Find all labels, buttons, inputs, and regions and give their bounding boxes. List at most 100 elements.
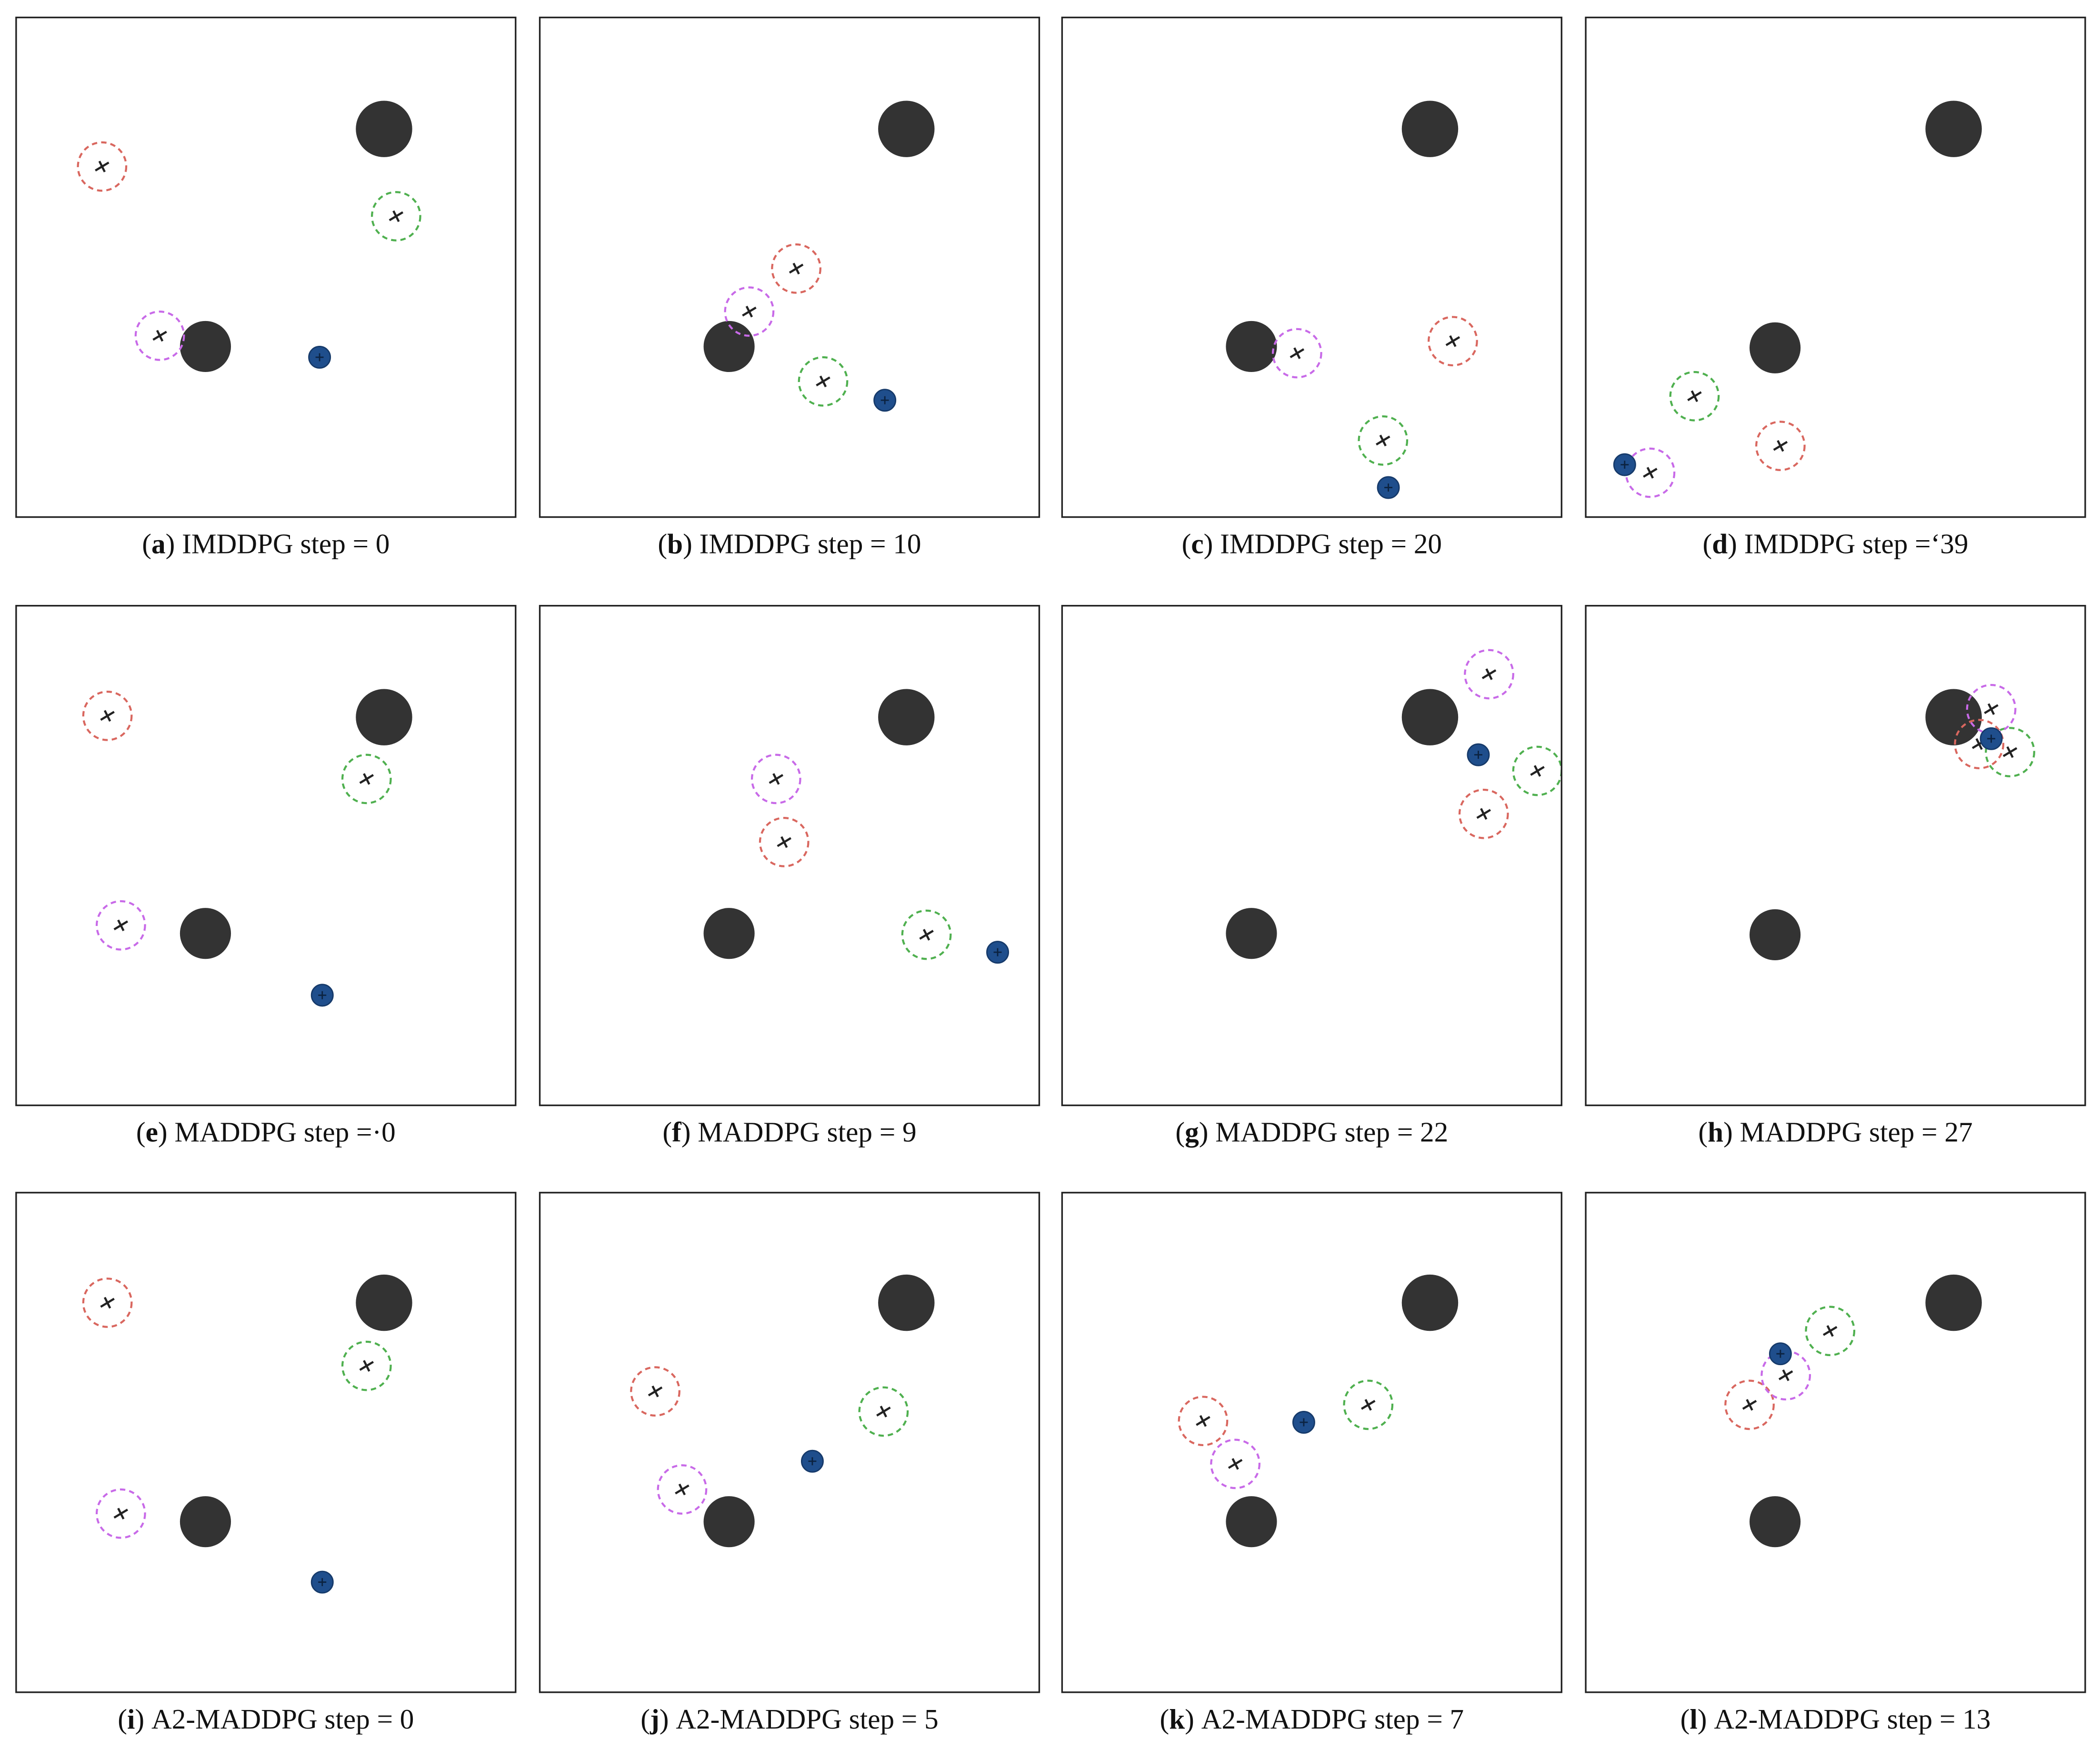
panel-background <box>1062 605 1562 1106</box>
caption-paren: ( <box>1680 1703 1690 1735</box>
agent-range <box>657 1464 708 1515</box>
target-icon <box>1987 734 1996 743</box>
agent-icon <box>1643 467 1658 479</box>
caption-paren: ) <box>135 1703 151 1735</box>
caption-text: MADDPG step =·0 <box>174 1116 395 1148</box>
agent-icon <box>2002 746 2018 758</box>
agent-icon <box>359 1360 374 1372</box>
panel-background <box>1586 1192 2085 1692</box>
panel-scene <box>82 1274 412 1594</box>
panel: (g) MADDPG step = 22 <box>1061 604 1562 1148</box>
caption-paren: ) <box>683 528 700 560</box>
agent-range <box>1755 421 1806 471</box>
agent-icon <box>100 1297 115 1309</box>
agent-icon <box>1376 434 1390 447</box>
panel-frame <box>1585 16 2086 518</box>
agent-range <box>901 909 952 960</box>
caption-paren: ) <box>681 1116 698 1148</box>
caption-text: IMDDPG step =‘39 <box>1744 528 1969 560</box>
agent-range <box>759 817 810 867</box>
caption: (f) MADDPG step = 9 <box>662 1116 916 1148</box>
caption-text: IMDDPG step = 0 <box>182 528 390 560</box>
caption-paren: ( <box>1160 1703 1170 1735</box>
agent-icon <box>1822 1325 1838 1337</box>
caption: (h) MADDPG step = 27 <box>1698 1116 1972 1148</box>
agent-range <box>370 191 421 241</box>
agent-icon <box>769 773 784 785</box>
panel: (k) A2-MADDPG step = 7 <box>1061 1192 1562 1735</box>
obstacle <box>180 908 231 959</box>
agent-icon <box>876 1406 891 1418</box>
panel-frame <box>539 1192 1040 1693</box>
agent-range <box>1805 1306 1856 1357</box>
agent-range <box>1271 328 1322 379</box>
caption-paren: ( <box>1698 1116 1708 1148</box>
target-icon <box>880 396 889 404</box>
obstacle <box>1925 101 1982 157</box>
caption-text: A2-MADDPG step = 5 <box>676 1703 938 1735</box>
panel-background <box>540 1192 1040 1692</box>
caption-paren: ( <box>136 1116 146 1148</box>
caption-label: h <box>1708 1116 1723 1148</box>
panel-frame <box>1061 604 1562 1106</box>
obstacle <box>1750 1496 1801 1548</box>
caption-paren: ) <box>158 1116 175 1148</box>
agent-range <box>630 1366 680 1417</box>
caption: (e) MADDPG step =·0 <box>136 1116 396 1148</box>
panel: (e) MADDPG step =·0 <box>15 604 517 1148</box>
panel-background <box>16 17 516 517</box>
target-icon <box>808 1457 817 1466</box>
obstacle <box>703 321 755 372</box>
panel: (d) IMDDPG step =‘39 <box>1585 16 2086 560</box>
caption-paren: ) <box>660 1703 676 1735</box>
agent-range <box>750 754 801 805</box>
agent-range <box>724 286 775 337</box>
panel-background <box>540 17 1040 517</box>
caption-paren: ( <box>640 1703 650 1735</box>
caption-text: A2-MADDPG step = 0 <box>151 1703 414 1735</box>
agent-icon <box>1360 1399 1376 1411</box>
panel: (f) MADDPG step = 9 <box>539 604 1040 1148</box>
obstacle <box>1401 689 1459 745</box>
agent-range <box>1669 371 1720 422</box>
caption: (i) A2-MADDPG step = 0 <box>118 1703 414 1735</box>
target-icon <box>1620 461 1629 469</box>
panel-scene <box>1178 1274 1459 1548</box>
agent-range <box>1458 788 1509 839</box>
agent-icon <box>1778 1369 1793 1381</box>
agent-icon <box>1687 390 1702 402</box>
target-icon <box>1300 1418 1308 1427</box>
obstacle <box>878 101 935 157</box>
agent-icon <box>648 1385 663 1398</box>
panel-background <box>16 1192 516 1692</box>
agent-range <box>1724 1379 1775 1430</box>
panel-scene <box>1724 1274 1982 1548</box>
obstacle <box>180 1496 231 1548</box>
target-icon <box>1474 751 1482 759</box>
target-icon <box>1384 483 1393 492</box>
target-icon <box>315 353 324 362</box>
caption-text: MADDPG step = 22 <box>1215 1116 1448 1148</box>
agent-range <box>798 356 849 407</box>
caption-label: g <box>1185 1116 1199 1148</box>
agent-icon <box>1984 703 1999 715</box>
agent-icon <box>100 710 115 722</box>
panel-scene <box>630 1274 935 1548</box>
agent-range <box>77 141 128 192</box>
caption-paren: ( <box>1175 1116 1185 1148</box>
panel: (h) MADDPG step = 27 <box>1585 604 2086 1148</box>
target-icon <box>318 1578 327 1587</box>
caption-text: MADDPG step = 9 <box>698 1116 916 1148</box>
panel-frame <box>15 16 517 518</box>
agent-icon <box>152 330 167 342</box>
agent-icon <box>113 1508 129 1520</box>
agent-range <box>1358 415 1409 466</box>
caption-paren: ( <box>1182 528 1191 560</box>
panel: (j) A2-MADDPG step = 5 <box>539 1192 1040 1735</box>
caption-paren: ( <box>142 528 151 560</box>
panel-scene <box>77 101 421 372</box>
obstacle <box>1226 1496 1277 1548</box>
agent-range <box>1210 1438 1260 1489</box>
obstacle <box>1226 321 1277 372</box>
